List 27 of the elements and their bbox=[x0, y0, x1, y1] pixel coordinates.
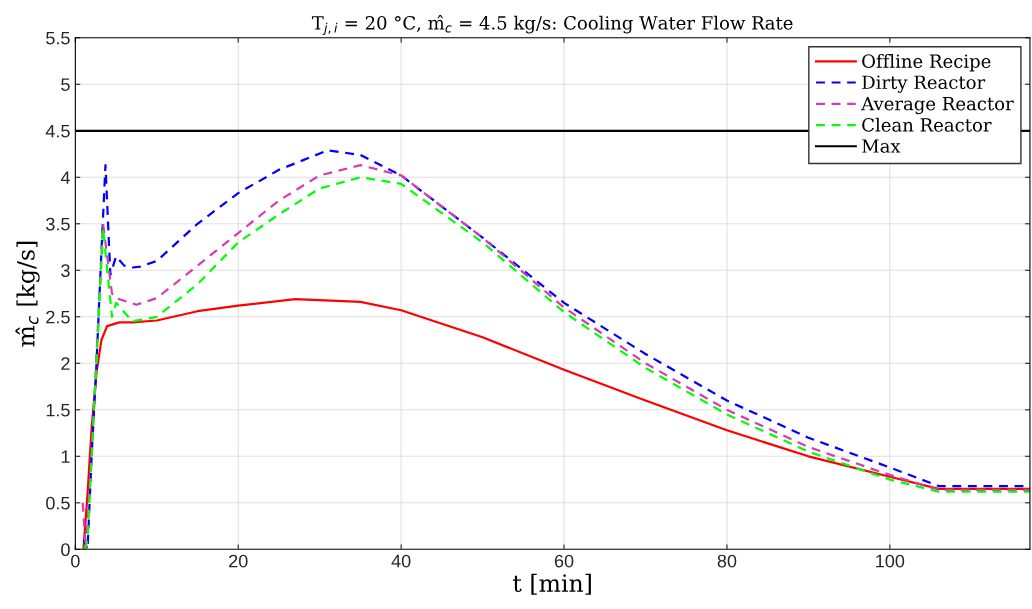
legend-label: Average Reactor bbox=[861, 96, 1014, 115]
chart-title: T$_{j,i}$ = 20 °C, m̂$_{c}$ = 4.5 kg/s: Cooling Water Flow Rate bbox=[311, 14, 793, 36]
y-tick-label: 0.5 bbox=[46, 496, 70, 510]
x-tick-label: 20 bbox=[229, 554, 248, 568]
y-tick-label: 5 bbox=[61, 78, 70, 91]
y-tick-label: 4.5 bbox=[45, 124, 70, 138]
x-tick-label: 100 bbox=[876, 554, 905, 568]
y-tick-label: 3.5 bbox=[46, 217, 70, 231]
x-tick-label: 40 bbox=[391, 554, 411, 568]
y-tick-label: 3 bbox=[61, 264, 70, 278]
y-tick-label: 1 bbox=[61, 450, 70, 463]
y-tick-label: 2 bbox=[61, 357, 70, 370]
x-tick-label: 60 bbox=[554, 554, 574, 568]
y-axis-title: m̂$_{c}$ [kg/s] bbox=[15, 241, 40, 347]
y-tick-label: 5.5 bbox=[46, 31, 70, 45]
y-tick-label: 1.5 bbox=[46, 403, 70, 417]
y-tick-label: 2.5 bbox=[46, 310, 70, 324]
legend-label: Dirty Reactor bbox=[862, 75, 986, 93]
x-tick-label: 80 bbox=[717, 554, 737, 568]
legend-label: Max bbox=[862, 139, 901, 153]
legend-label: Clean Reactor bbox=[862, 117, 992, 132]
x-axis-title: t [min] bbox=[513, 573, 591, 595]
y-tick-label: 0 bbox=[61, 543, 70, 557]
y-tick-label: 4 bbox=[60, 171, 70, 184]
x-tick-label: 0 bbox=[71, 554, 80, 568]
legend-label: Offline Recipe bbox=[862, 54, 991, 72]
line-series bbox=[82, 298, 1030, 550]
